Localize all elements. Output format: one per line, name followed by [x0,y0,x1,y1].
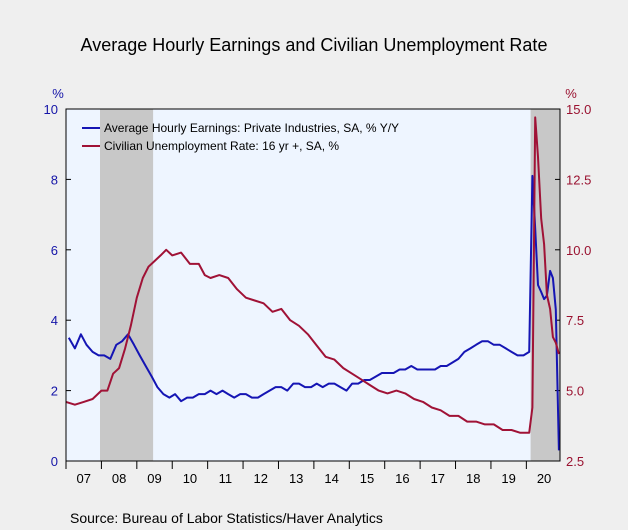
unemployment-line [65,116,560,434]
left-tick-label: 8 [51,172,58,187]
chart-title: Average Hourly Earnings and Civilian Une… [81,35,548,55]
x-tick-label: 18 [466,471,480,486]
right-axis: 2.5 5.0 7.5 10.0 12.5 15.0 [555,102,591,469]
series-lines [65,116,560,451]
x-tick-label: 07 [76,471,90,486]
x-tick-label: 11 [219,471,233,486]
right-tick-label: 5.0 [566,384,584,399]
right-tick-label: 7.5 [566,313,584,328]
x-tick-label: 12 [254,471,268,486]
x-tick-label: 14 [324,471,338,486]
right-axis-unit: % [565,86,577,101]
earnings-line [67,174,560,451]
x-tick-label: 13 [289,471,303,486]
x-tick-label: 08 [112,471,126,486]
x-tick-label: 19 [501,471,515,486]
right-tick-label: 10.0 [566,243,591,258]
left-tick-label: 6 [51,243,58,258]
source-note: Source: Bureau of Labor Statistics/Haver… [70,510,383,526]
left-tick-label: 2 [51,384,58,399]
x-tick-label: 15 [360,471,374,486]
left-axis: 0 2 4 6 8 10 [44,102,71,469]
right-tick-label: 2.5 [566,454,584,469]
legend-label: Civilian Unemployment Rate: 16 yr +, SA,… [104,139,339,153]
left-tick-label: 10 [44,102,58,117]
right-tick-label: 12.5 [566,172,591,187]
legend: Average Hourly Earnings: Private Industr… [82,121,399,153]
x-tick-label: 09 [147,471,161,486]
left-tick-label: 4 [51,313,58,328]
x-tick-label: 10 [183,471,197,486]
x-axis: 07 08 09 10 11 12 13 14 15 16 17 18 19 20 [65,461,551,486]
legend-label: Average Hourly Earnings: Private Industr… [104,121,399,135]
x-tick-label: 20 [537,471,551,486]
right-tick-label: 15.0 [566,102,591,117]
x-tick-label: 17 [431,471,445,486]
x-tick-label: 16 [395,471,409,486]
left-tick-label: 0 [51,454,58,469]
recession-band [99,109,154,461]
left-axis-unit: % [52,86,64,101]
plot-border [65,108,561,462]
